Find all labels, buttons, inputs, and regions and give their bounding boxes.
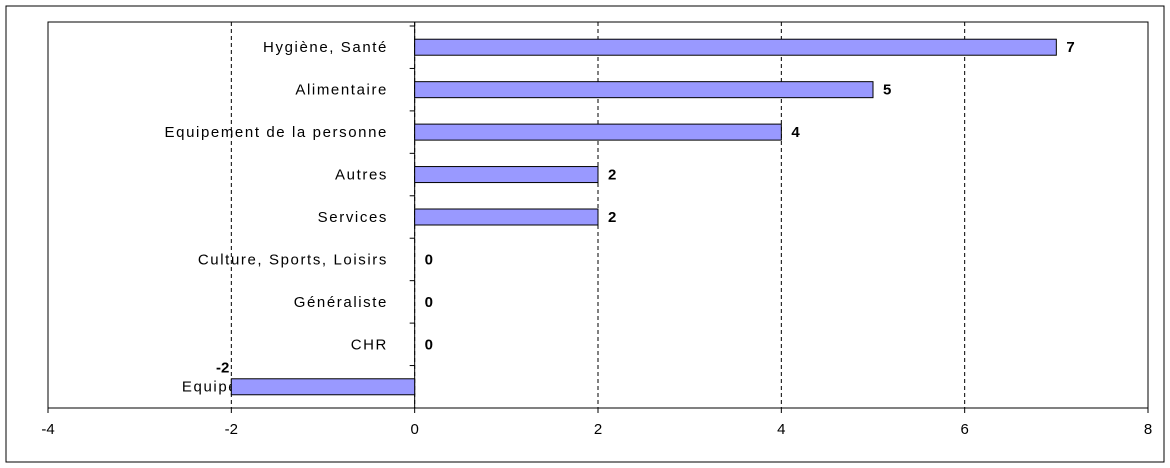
data-label: 2 <box>608 167 616 184</box>
bar <box>414 81 874 99</box>
x-tick-label: -2 <box>225 421 238 438</box>
bar <box>414 123 782 141</box>
y-tick-label: Equipement de la personne <box>165 124 388 141</box>
y-tick-label: Services <box>318 209 388 226</box>
x-tick-label: 6 <box>960 421 968 438</box>
data-label: 7 <box>1066 39 1074 56</box>
bar <box>414 208 599 226</box>
data-label: 5 <box>883 82 891 99</box>
bar <box>414 38 1057 56</box>
x-tick-label: -4 <box>41 421 54 438</box>
data-label: 4 <box>791 124 800 141</box>
data-label: 2 <box>608 209 616 226</box>
y-tick-label: Hygiène, Santé <box>263 39 388 56</box>
y-tick-label: Autres <box>335 167 388 184</box>
bar <box>414 166 599 184</box>
data-label: 0 <box>425 294 433 311</box>
y-tick-label: Généraliste <box>294 294 388 311</box>
data-label: 0 <box>425 336 433 353</box>
x-tick-label: 2 <box>594 421 602 438</box>
bar <box>230 378 416 396</box>
y-tick-label: Culture, Sports, Loisirs <box>198 251 388 268</box>
x-tick-label: 4 <box>777 421 785 438</box>
y-tick-label: CHR <box>351 336 388 353</box>
y-tick-label: Alimentaire <box>295 82 388 99</box>
x-tick-label: 0 <box>410 421 418 438</box>
data-label: 0 <box>425 251 433 268</box>
data-label: -2 <box>216 360 229 377</box>
x-tick-label: 8 <box>1144 421 1152 438</box>
